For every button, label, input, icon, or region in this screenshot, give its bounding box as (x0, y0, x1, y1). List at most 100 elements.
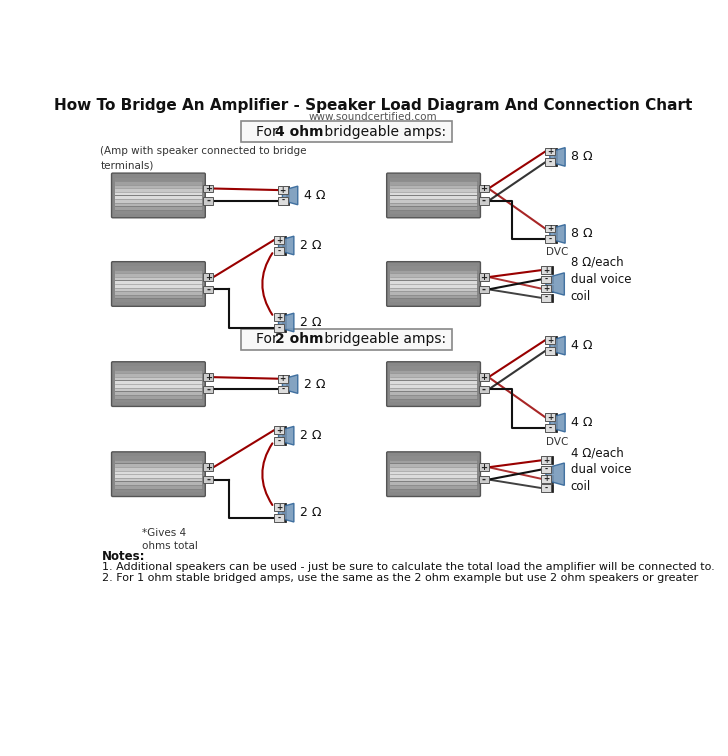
Bar (390, 463, 477, 467)
Bar (478, 184, 488, 192)
Bar (115, 200, 202, 203)
Polygon shape (279, 426, 294, 445)
Bar (115, 184, 202, 188)
Bar (282, 236, 285, 255)
Bar (115, 203, 202, 206)
Polygon shape (550, 147, 565, 166)
Bar (550, 475, 553, 482)
Bar (478, 476, 488, 483)
Bar (390, 299, 477, 302)
Bar (542, 457, 551, 464)
FancyBboxPatch shape (387, 173, 480, 218)
Text: www.soundcertified.com: www.soundcertified.com (309, 113, 438, 122)
Bar (390, 395, 477, 398)
Bar (545, 424, 555, 432)
Polygon shape (279, 313, 294, 332)
Bar (390, 274, 477, 277)
Bar (542, 484, 551, 492)
Bar (286, 375, 290, 393)
Text: -: - (481, 284, 486, 294)
Bar (545, 159, 555, 166)
Bar (115, 210, 202, 213)
Bar (390, 475, 477, 478)
Text: -: - (481, 475, 486, 485)
Text: Notes:: Notes: (102, 550, 146, 562)
Bar (545, 336, 555, 344)
Text: -: - (277, 324, 280, 333)
Bar (274, 236, 284, 244)
Bar (115, 467, 202, 470)
Bar (282, 503, 285, 522)
Bar (282, 426, 285, 445)
Bar (282, 313, 285, 332)
Bar (390, 280, 477, 284)
Bar (115, 457, 202, 460)
FancyBboxPatch shape (387, 362, 480, 407)
Bar (478, 373, 488, 381)
Text: 4 ohm: 4 ohm (274, 125, 323, 138)
Bar (115, 381, 202, 384)
Bar (115, 388, 202, 392)
Text: -: - (549, 158, 552, 167)
Bar (115, 292, 202, 295)
FancyBboxPatch shape (111, 452, 205, 497)
Bar (542, 466, 551, 473)
Bar (115, 196, 202, 199)
Text: -: - (281, 385, 285, 394)
Polygon shape (546, 273, 564, 295)
Text: 4 Ω: 4 Ω (571, 416, 593, 429)
Polygon shape (550, 225, 565, 243)
Bar (390, 392, 477, 395)
Bar (278, 375, 288, 383)
Text: -: - (281, 197, 285, 206)
Text: -: - (277, 436, 280, 445)
Polygon shape (546, 463, 564, 485)
Text: -: - (549, 235, 552, 244)
Bar (390, 388, 477, 392)
Bar (390, 478, 477, 482)
Bar (542, 294, 551, 302)
Bar (115, 463, 202, 467)
Bar (203, 273, 213, 281)
Bar (115, 460, 202, 463)
Text: 2 Ω: 2 Ω (304, 377, 325, 391)
Polygon shape (279, 503, 294, 522)
Polygon shape (550, 414, 565, 432)
Bar (550, 466, 553, 473)
Text: +: + (205, 373, 212, 382)
Text: (Amp with speaker connected to bridge
terminals): (Amp with speaker connected to bridge te… (100, 146, 306, 170)
Text: 2 Ω: 2 Ω (300, 507, 322, 519)
Bar (390, 295, 477, 299)
Bar (115, 280, 202, 284)
Bar (390, 489, 477, 492)
Bar (115, 299, 202, 302)
Text: +: + (480, 273, 487, 281)
FancyBboxPatch shape (387, 262, 480, 306)
FancyBboxPatch shape (242, 121, 452, 142)
Bar (390, 196, 477, 199)
Text: +: + (543, 265, 550, 274)
Bar (274, 503, 284, 511)
Bar (390, 200, 477, 203)
Bar (390, 384, 477, 388)
Bar (390, 366, 477, 370)
Text: bridgeable amps:: bridgeable amps: (320, 125, 446, 138)
Bar (115, 373, 202, 376)
Bar (390, 184, 477, 188)
Bar (115, 475, 202, 478)
Bar (278, 186, 288, 194)
Text: +: + (480, 184, 487, 193)
Bar (390, 292, 477, 295)
Bar (390, 270, 477, 273)
Bar (115, 399, 202, 402)
Bar (390, 188, 477, 192)
Bar (115, 489, 202, 492)
Bar (390, 467, 477, 470)
Text: For: For (256, 333, 282, 346)
Bar (542, 275, 551, 284)
Bar (278, 197, 288, 205)
Text: 2 Ω: 2 Ω (300, 316, 322, 329)
Bar (390, 373, 477, 376)
Bar (478, 197, 488, 205)
Bar (115, 395, 202, 398)
